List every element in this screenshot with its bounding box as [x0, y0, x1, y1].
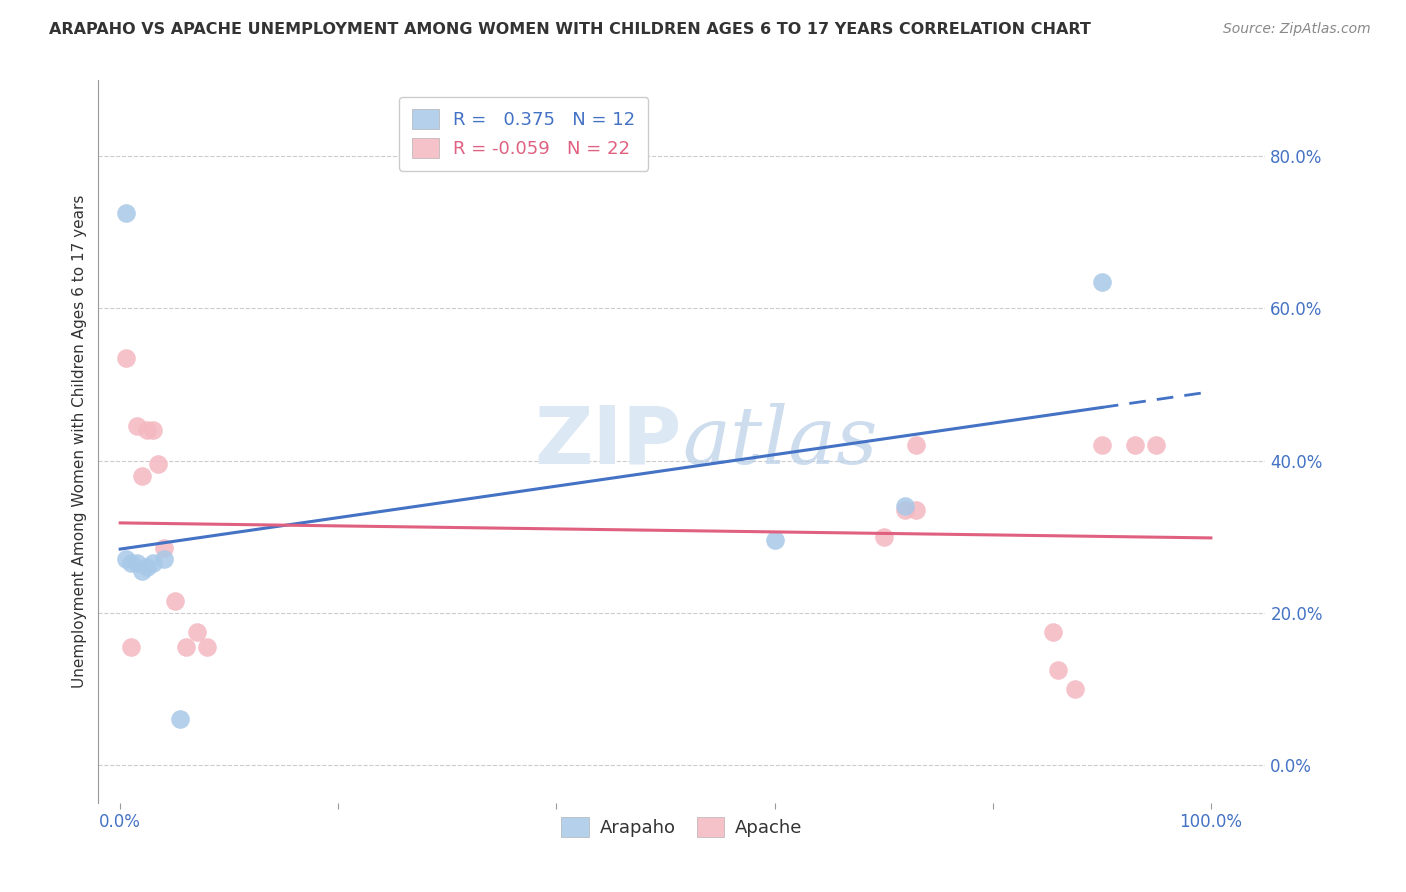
- Point: [114, 552, 136, 566]
- Point: [131, 468, 153, 483]
- Point: [169, 712, 191, 726]
- Point: [763, 533, 786, 548]
- Point: [153, 552, 176, 566]
- Point: [894, 503, 917, 517]
- Point: [174, 640, 197, 654]
- Point: [120, 556, 142, 570]
- Point: [873, 530, 896, 544]
- Point: [148, 458, 170, 472]
- Point: [131, 564, 153, 578]
- Point: [905, 438, 928, 452]
- Text: atlas: atlas: [682, 403, 877, 480]
- Text: ARAPAHO VS APACHE UNEMPLOYMENT AMONG WOMEN WITH CHILDREN AGES 6 TO 17 YEARS CORR: ARAPAHO VS APACHE UNEMPLOYMENT AMONG WOM…: [49, 22, 1091, 37]
- Point: [1047, 663, 1070, 677]
- Text: Source: ZipAtlas.com: Source: ZipAtlas.com: [1223, 22, 1371, 37]
- Point: [136, 560, 159, 574]
- Text: ZIP: ZIP: [534, 402, 682, 481]
- Point: [894, 499, 917, 513]
- Y-axis label: Unemployment Among Women with Children Ages 6 to 17 years: Unemployment Among Women with Children A…: [72, 194, 87, 689]
- Point: [186, 624, 208, 639]
- Point: [1042, 624, 1064, 639]
- Legend: Arapaho, Apache: Arapaho, Apache: [554, 810, 810, 845]
- Point: [125, 419, 148, 434]
- Point: [142, 556, 165, 570]
- Point: [125, 556, 148, 570]
- Point: [163, 594, 186, 608]
- Point: [114, 351, 136, 365]
- Point: [136, 423, 159, 437]
- Point: [1063, 681, 1085, 696]
- Point: [197, 640, 219, 654]
- Point: [905, 503, 928, 517]
- Point: [1123, 438, 1146, 452]
- Point: [142, 423, 165, 437]
- Point: [1091, 275, 1114, 289]
- Point: [120, 640, 142, 654]
- Point: [114, 206, 136, 220]
- Point: [1091, 438, 1114, 452]
- Point: [153, 541, 176, 555]
- Point: [1144, 438, 1167, 452]
